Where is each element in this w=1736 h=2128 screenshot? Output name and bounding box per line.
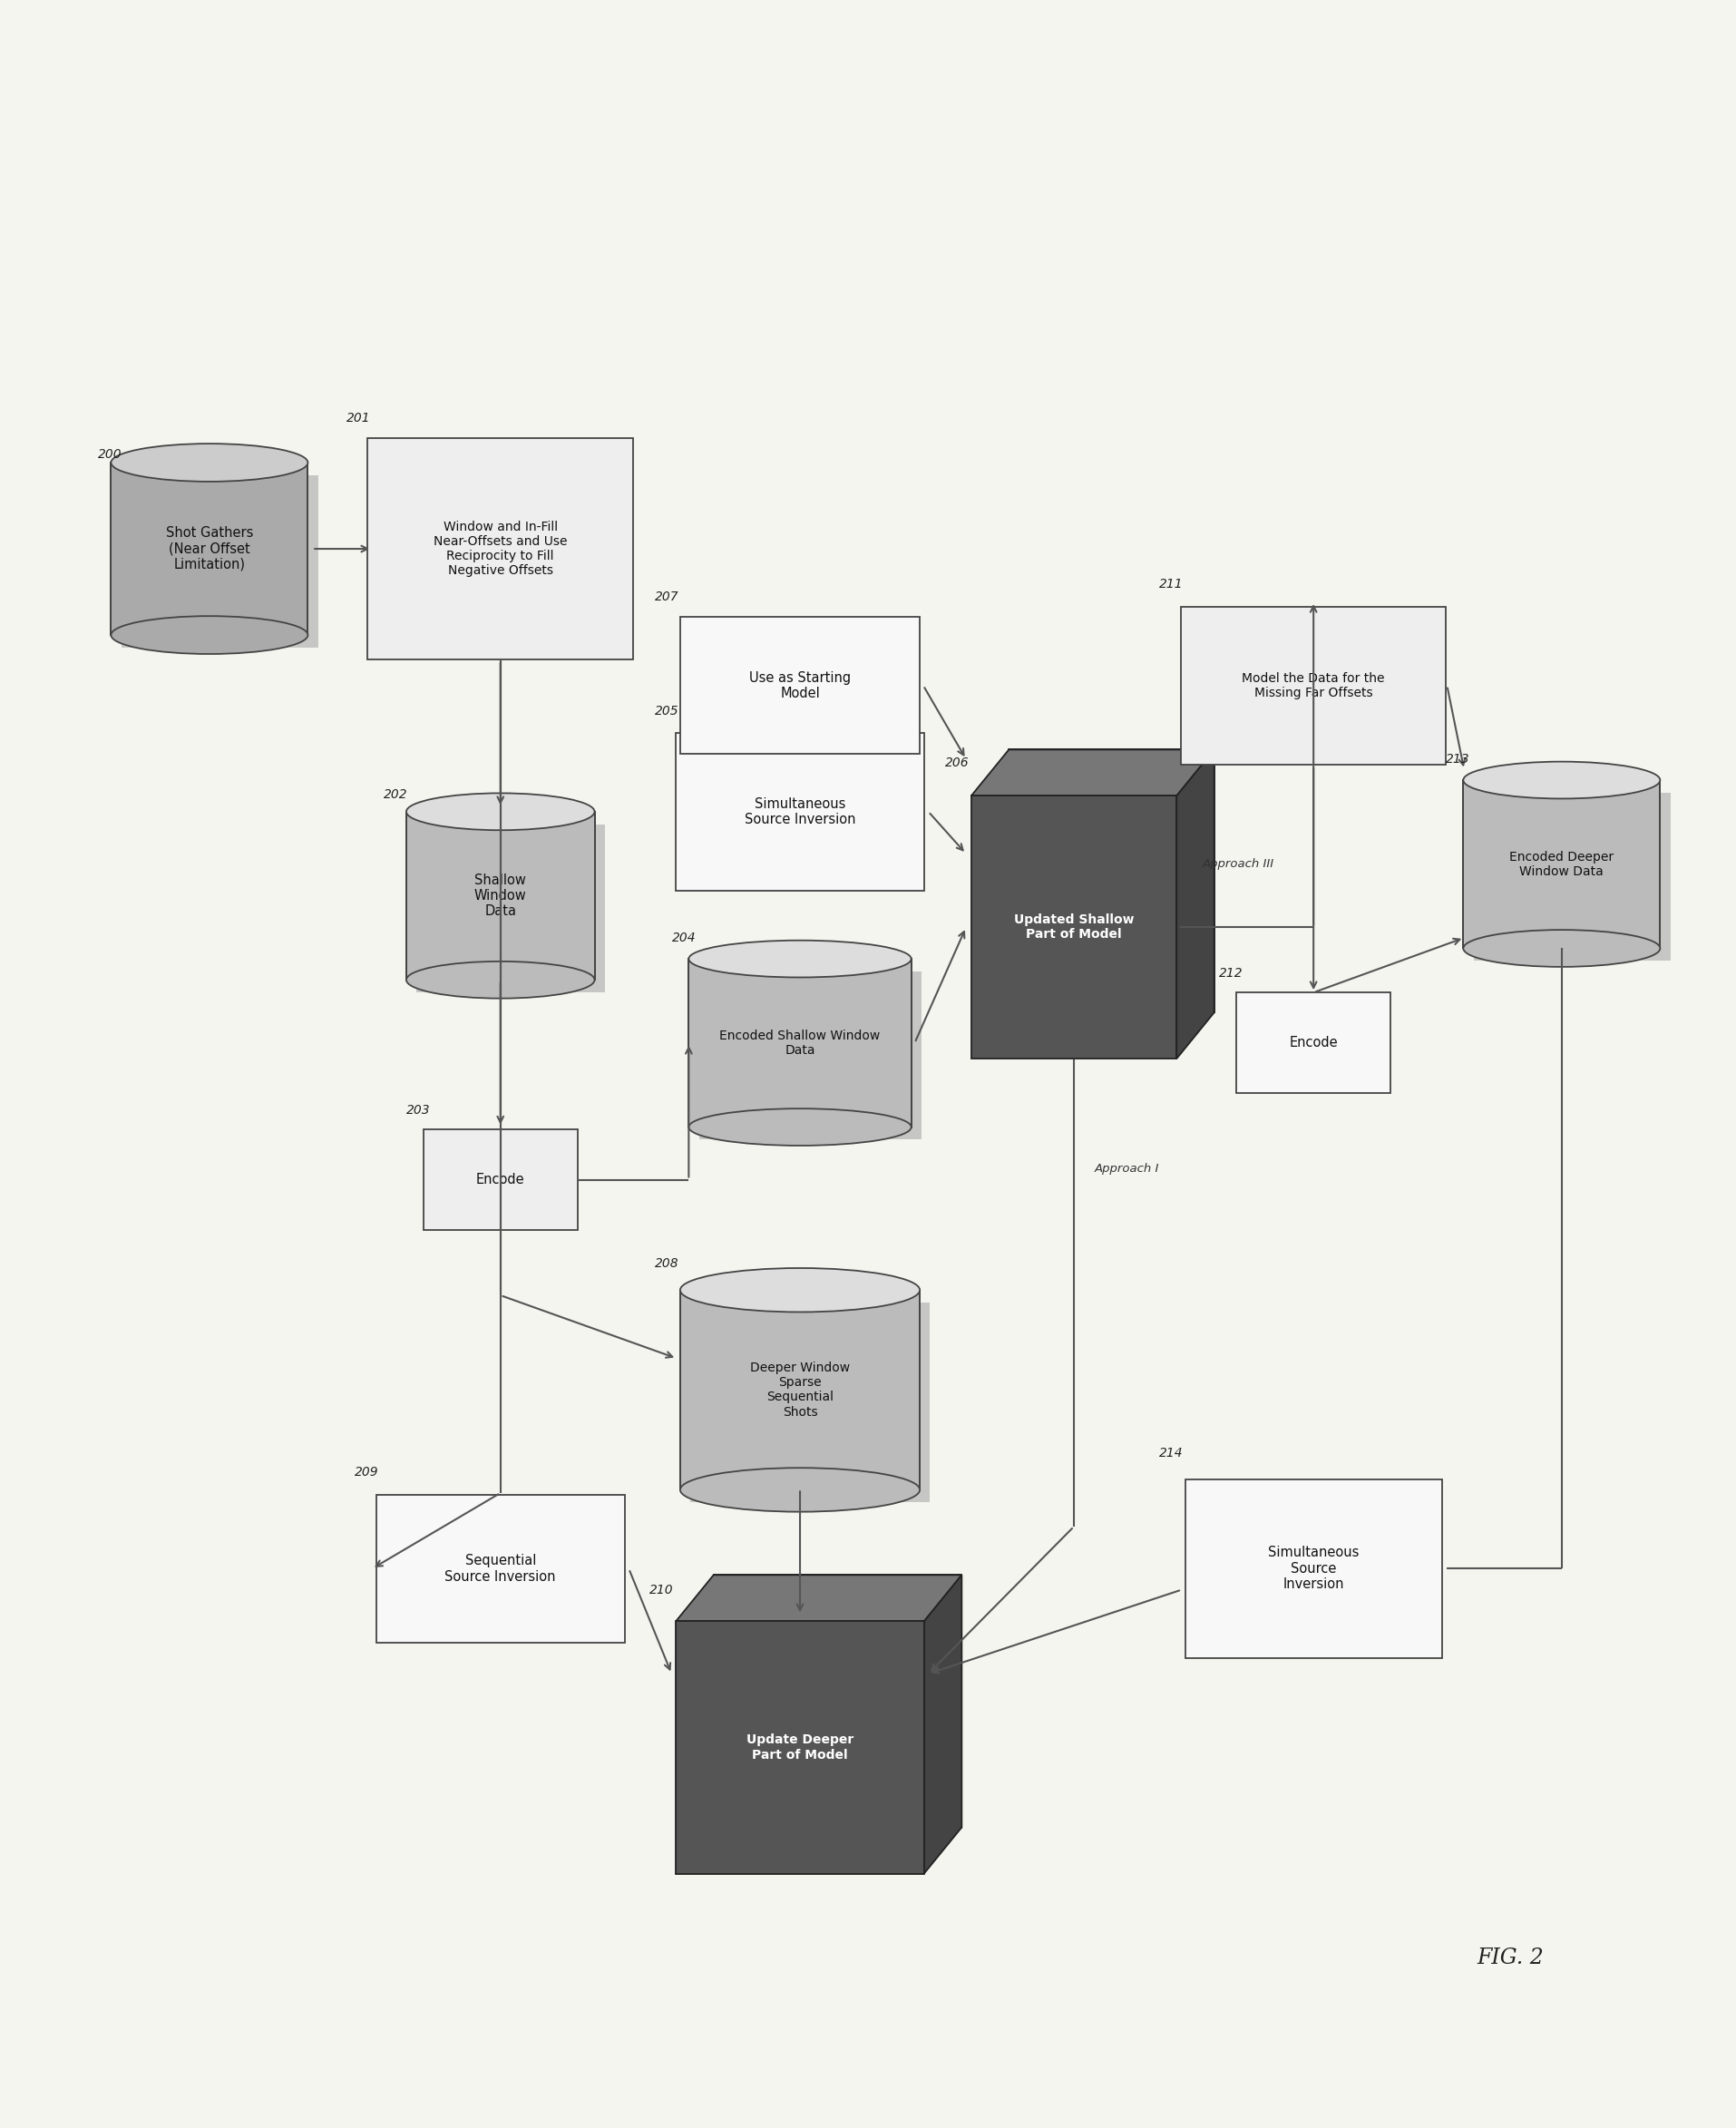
Text: 200: 200	[99, 447, 122, 460]
Polygon shape	[406, 811, 594, 979]
Text: 201: 201	[345, 413, 370, 426]
Polygon shape	[675, 1575, 962, 1622]
Text: Model the Data for the
Missing Far Offsets: Model the Data for the Missing Far Offse…	[1241, 672, 1384, 700]
Text: Encoded Shallow Window
Data: Encoded Shallow Window Data	[719, 1030, 880, 1058]
Text: 208: 208	[654, 1258, 679, 1270]
Polygon shape	[1009, 749, 1213, 1013]
Text: 209: 209	[354, 1466, 378, 1479]
Polygon shape	[970, 796, 1175, 1060]
Ellipse shape	[681, 1468, 920, 1511]
Text: Encode: Encode	[476, 1173, 524, 1187]
FancyBboxPatch shape	[417, 824, 604, 992]
Text: Deeper Window
Sparse
Sequential
Shots: Deeper Window Sparse Sequential Shots	[750, 1362, 849, 1419]
Text: 206: 206	[944, 758, 969, 770]
Text: 210: 210	[649, 1583, 674, 1596]
Polygon shape	[111, 462, 307, 634]
Text: 214: 214	[1160, 1447, 1182, 1460]
Text: Use as Starting
Model: Use as Starting Model	[748, 670, 851, 700]
Ellipse shape	[681, 1268, 920, 1313]
Text: Shallow
Window
Data: Shallow Window Data	[474, 872, 526, 919]
Ellipse shape	[689, 941, 911, 977]
Text: Simultaneous
Source
Inversion: Simultaneous Source Inversion	[1267, 1547, 1358, 1592]
FancyBboxPatch shape	[698, 972, 922, 1141]
Text: 202: 202	[384, 789, 408, 800]
Ellipse shape	[111, 617, 307, 653]
Polygon shape	[970, 749, 1213, 796]
Text: Window and In-Fill
Near-Offsets and Use
Reciprocity to Fill
Negative Offsets: Window and In-Fill Near-Offsets and Use …	[434, 521, 568, 577]
Text: 213: 213	[1444, 753, 1469, 766]
Ellipse shape	[111, 443, 307, 481]
Polygon shape	[681, 617, 920, 753]
Polygon shape	[368, 438, 632, 660]
Polygon shape	[675, 1622, 924, 1873]
Ellipse shape	[1462, 762, 1660, 798]
Text: 211: 211	[1160, 579, 1182, 592]
Text: 212: 212	[1219, 968, 1243, 979]
Ellipse shape	[406, 794, 594, 830]
Text: 204: 204	[672, 932, 696, 945]
Polygon shape	[424, 1130, 576, 1230]
FancyBboxPatch shape	[1472, 794, 1670, 962]
Text: Update Deeper
Part of Model: Update Deeper Part of Model	[746, 1734, 852, 1762]
Polygon shape	[713, 1575, 962, 1828]
Polygon shape	[1462, 781, 1660, 949]
Ellipse shape	[1462, 930, 1660, 966]
Ellipse shape	[689, 1109, 911, 1145]
Text: 205: 205	[654, 704, 679, 717]
Polygon shape	[1175, 749, 1213, 1060]
FancyBboxPatch shape	[691, 1302, 929, 1502]
Text: Sequential
Source Inversion: Sequential Source Inversion	[444, 1553, 556, 1583]
Text: Approach I: Approach I	[1094, 1164, 1158, 1175]
Polygon shape	[1180, 606, 1446, 764]
Text: Encoded Deeper
Window Data: Encoded Deeper Window Data	[1509, 851, 1613, 879]
Text: Simultaneous
Source Inversion: Simultaneous Source Inversion	[745, 798, 856, 826]
Polygon shape	[924, 1575, 962, 1873]
FancyBboxPatch shape	[122, 475, 318, 647]
Text: Approach III: Approach III	[1201, 858, 1272, 870]
Text: FIG. 2: FIG. 2	[1476, 1947, 1543, 1968]
Polygon shape	[377, 1496, 625, 1643]
Ellipse shape	[406, 962, 594, 998]
Polygon shape	[1184, 1479, 1441, 1658]
Text: Shot Gathers
(Near Offset
Limitation): Shot Gathers (Near Offset Limitation)	[165, 526, 253, 572]
Text: Encode: Encode	[1288, 1036, 1337, 1049]
Text: 207: 207	[654, 592, 679, 604]
Text: Updated Shallow
Part of Model: Updated Shallow Part of Model	[1014, 913, 1134, 941]
Polygon shape	[1236, 992, 1391, 1094]
Polygon shape	[689, 960, 911, 1128]
Text: 203: 203	[406, 1104, 431, 1117]
Polygon shape	[681, 1290, 920, 1490]
Polygon shape	[675, 732, 924, 890]
